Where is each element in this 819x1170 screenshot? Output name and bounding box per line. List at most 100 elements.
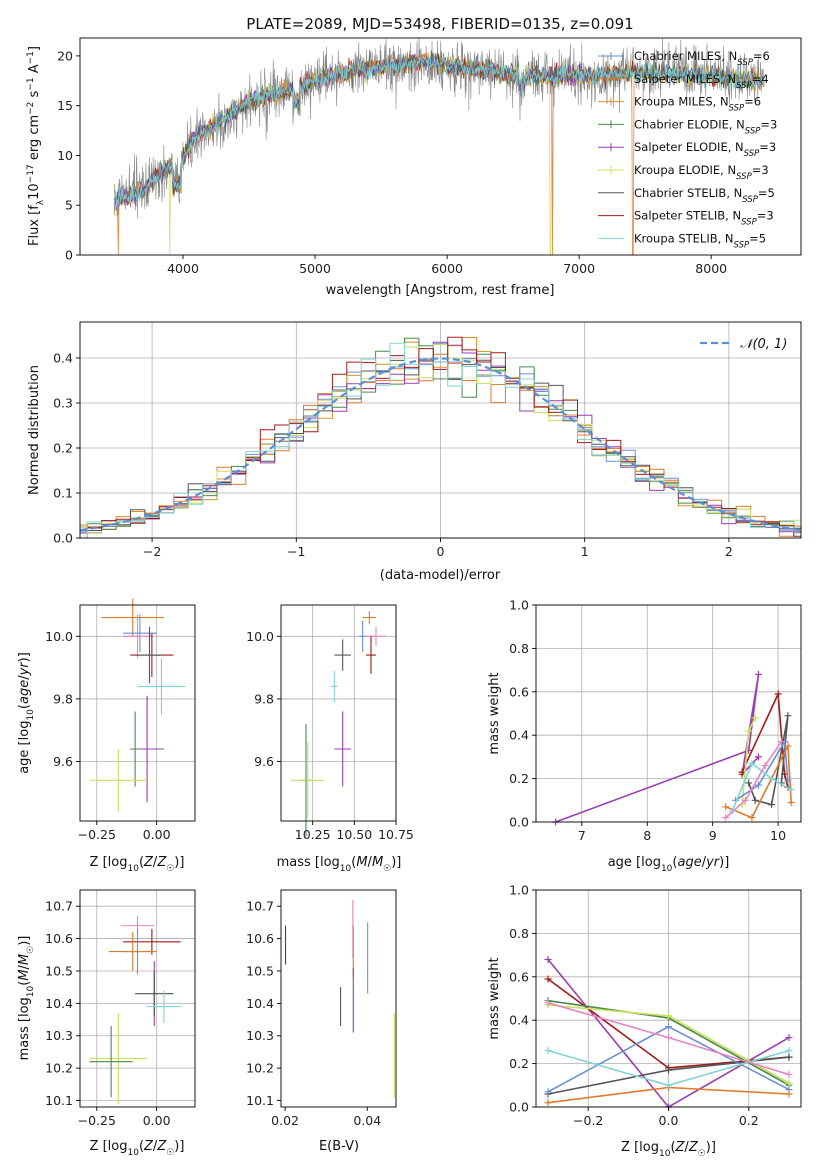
legend-label-sub: SSP [729, 104, 745, 114]
plot-residuals [80, 336, 801, 538]
legend-label-sub: SSP [736, 172, 752, 182]
y-axis-label-part: Flux [f [27, 205, 42, 246]
x-axis-label: wavelength [Angstrom, rest frame] [326, 283, 555, 298]
errorbar-chabrier-elodie [89, 1026, 133, 1098]
axes-age_vs_mass: 10.25 10.50 10.75 9.6 9.8 10.0 [246, 604, 414, 842]
x-axis-label-part: Z [688, 1140, 699, 1155]
y-tick-label: 10.1 [45, 1093, 73, 1108]
x-axis-label-part: )] [719, 855, 729, 870]
y-tick-label: 0 [65, 248, 73, 263]
errorbar-chabrier-stelib [135, 970, 174, 1017]
legend-label: Salpeter ELODIE, NSSP=3 [634, 140, 776, 159]
x-axis-label-part: ☉ [166, 864, 174, 874]
x-axis-label-part: )] [706, 1140, 716, 1155]
legend-label-sub: SSP [737, 58, 753, 68]
x-tick-label: 8 [643, 828, 651, 843]
weight-point [722, 814, 730, 822]
legend-label-sub: SSP [745, 126, 761, 136]
y-tick-label: 10 [57, 148, 73, 163]
x-axis-label-part: ( [670, 1140, 675, 1155]
weight-point [544, 999, 552, 1007]
plot-mass_vs_Z [89, 915, 181, 1104]
weight-point [785, 1079, 793, 1087]
x-axis-label-part: age [677, 855, 701, 870]
errorbar-salpeter-elodie [334, 711, 351, 787]
y-tick-label: 10.3 [45, 1028, 73, 1043]
weight-point [754, 670, 762, 678]
x-axis-label-part: (data-model)/error [380, 568, 501, 583]
y-tick-label: 10.7 [45, 899, 73, 914]
weight-point [785, 1047, 793, 1055]
x-axis-label-part: )] [174, 1139, 184, 1154]
legend-label: Salpeter MILES, NSSP=4 [634, 72, 769, 91]
axes-frame [535, 604, 802, 823]
y-tick-label: 10.4 [45, 996, 73, 1011]
y-axis-label: Normed distribution [27, 365, 42, 495]
errorbar-chabrier-miles [359, 620, 366, 652]
x-axis-label: age [log10(age/yr)] [608, 855, 730, 874]
x-axis-label-part: 10 [661, 864, 673, 874]
errorbar-kroupa-elodie [89, 749, 148, 812]
y-tick-label: 20 [57, 48, 73, 63]
legend-label-tail: =4 [752, 72, 769, 86]
x-axis-label-part: / [702, 855, 707, 870]
frame-spectrum: 4000 5000 6000 7000 8000 0 5 10 15 20 [57, 37, 802, 276]
weight-point [544, 1088, 552, 1096]
frame-residuals: −2 −1 0 1 2 0.0 0.1 0.2 0.3 0.4 [53, 321, 802, 559]
x-axis-label-part: 10 [127, 864, 139, 874]
x-axis-label-part: age [log [608, 855, 661, 870]
y-tick-label: 0.2 [53, 441, 73, 456]
errorbar-salpeter-miles [101, 598, 164, 637]
x-axis-label-part: Z [143, 855, 154, 870]
y-axis-label-part: −17 [26, 164, 36, 183]
x-axis-label: E(B-V) [319, 1139, 359, 1154]
weight-point [768, 801, 776, 809]
y-axis-label-part: / [17, 964, 32, 969]
x-tick-label: 1 [581, 544, 589, 559]
plot-age_vs_Z [89, 598, 186, 812]
y-axis-label-part: )] [17, 652, 32, 662]
x-axis-label-part: Z [156, 1139, 167, 1154]
weight-point [785, 1070, 793, 1078]
x-axis-label-part: ( [351, 855, 356, 870]
weight-point [787, 798, 795, 806]
y-tick-label: 0.8 [509, 641, 529, 656]
weight-series-pink [544, 999, 793, 1078]
legend-label-sub: SSP [736, 81, 752, 91]
y-tick-label: 9.6 [254, 754, 274, 769]
frame-age_vs_Z: −0.25 0.00 9.6 9.8 10.0 [45, 604, 196, 842]
y-axis-label-part: ( [17, 981, 32, 986]
legend-label: Salpeter STELIB, NSSP=3 [634, 209, 774, 228]
frame-age_vs_mass: 10.25 10.50 10.75 9.6 9.8 10.0 [246, 604, 414, 842]
x-axis-label-part: ☉ [698, 1149, 706, 1159]
y-tick-label: 0.2 [509, 1056, 529, 1071]
errorbar-salpeter-miles [362, 611, 376, 624]
histogram-kroupa-stelib [80, 342, 801, 533]
legend-label-sub: SSP [744, 149, 760, 159]
x-axis-label-part: / [684, 1140, 689, 1155]
x-axis-label: Z [log10(Z/Z☉)] [90, 1139, 185, 1158]
legend-label-tail: =3 [752, 163, 769, 177]
y-axis-label: mass [log10(M/M☉)] [17, 936, 36, 1061]
frame-weight_vs_Z: −0.2 0.0 0.2 0.0 0.2 0.4 0.6 0.8 1.0 [509, 883, 802, 1128]
x-tick-label: 0.04 [353, 1113, 381, 1128]
x-axis-label: Z [log10(Z/Z☉)] [90, 855, 185, 874]
x-axis-label-part: E(B-V) [319, 1139, 359, 1154]
x-tick-label: 10.75 [378, 827, 414, 842]
x-axis-label-part: yr [705, 855, 721, 870]
y-tick-label: 10.6 [45, 931, 73, 946]
axes-spectrum: 4000 5000 6000 7000 8000 0 5 10 15 20 [57, 37, 802, 276]
weight-point [754, 753, 762, 761]
x-tick-label: 5000 [299, 261, 331, 276]
axes-age_vs_Z: −0.25 0.00 9.6 9.8 10.0 [45, 598, 196, 842]
legend-label: 𝒩(0, 1) [740, 337, 787, 352]
x-axis-label-part: Z [log [90, 855, 128, 870]
weight-point [544, 1099, 552, 1107]
legend-label: Kroupa MILES, NSSP=6 [634, 95, 761, 114]
y-tick-label: 0.6 [509, 684, 529, 699]
x-tick-label: 10.25 [295, 827, 331, 842]
y-tick-label: 1.0 [509, 598, 529, 613]
weight-point [751, 714, 759, 722]
legend-label-base: Salpeter ELODIE, N [634, 140, 744, 154]
weight-point [774, 690, 782, 698]
